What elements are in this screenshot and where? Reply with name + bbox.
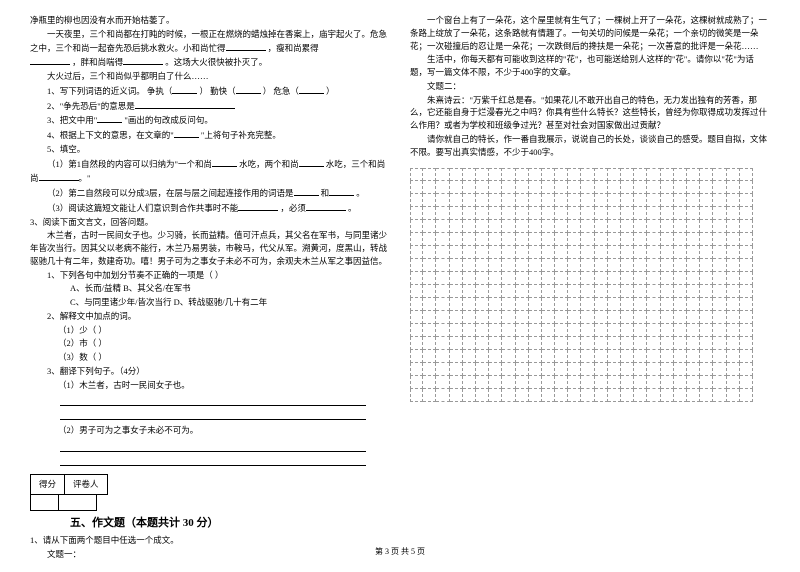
text: "画出的句改成反问句。	[124, 115, 212, 125]
blank-field[interactable]	[212, 157, 237, 167]
text: 。"	[79, 173, 91, 183]
text: 和	[321, 188, 330, 198]
question-5-1: （1）第1自然段的内容可以归纳为"一个和尚 水吃，两个和尚 水吃，三个和尚	[30, 157, 390, 171]
left-column: 净瓶里的柳也因没有水而开始枯萎了。 一天夜里，三个和尚都在打盹的时候，一根正在燃…	[30, 14, 390, 562]
right-column: 一个窗台上有了一朵花，这个屋里就有生气了；一棵树上开了一朵花，这棵树就成熟了；一…	[410, 14, 770, 562]
text: 4、根据上下文的意思，在文章的"	[47, 130, 174, 140]
text: 净瓶里的柳也因没有水而开始枯萎了。	[30, 14, 390, 27]
score-table: 得分 评卷人	[30, 474, 390, 495]
text: ，必须	[280, 203, 306, 213]
question-5: 5、填空。	[30, 143, 390, 156]
blank-field[interactable]	[299, 157, 324, 167]
text: 一天夜里，三个和尚都在打盹的时候，一根正在燃烧的蜡烛掉在香案上，庙宇起火了。危急…	[30, 28, 390, 55]
score-label: 得分	[30, 474, 65, 495]
score-value-cell[interactable]	[30, 495, 59, 511]
page-footer: 第 3 页 共 5 页	[0, 546, 800, 557]
topic-2-label: 文题二：	[410, 80, 770, 93]
text: ）	[326, 86, 335, 96]
sub-2-3: （3）数（ ）	[58, 351, 390, 364]
blank-field[interactable]	[226, 41, 266, 51]
topic-2-req: 请你就自己的特长，作一番自我展示，说说自己的长处，谈谈自己的感受。题目自拟，文体…	[410, 133, 770, 159]
grader-value-cell[interactable]	[59, 495, 97, 511]
text: （3）阅读这篇短文能让人们意识到合作共事时不能	[47, 203, 238, 213]
blank-field[interactable]	[135, 99, 235, 109]
blank-field[interactable]	[39, 171, 79, 181]
text: 2、"争先恐后"的意思是	[47, 101, 135, 111]
mulan-passage: 木兰者，古时一民间女子也。少习骑，长而益精。值可汗点兵，其父名在军书，与同里诸少…	[30, 229, 390, 267]
sub-question-3: 3、翻译下列句子。（4分）	[30, 365, 390, 378]
blank-field[interactable]	[306, 201, 346, 211]
text: 水吃，两个和尚	[239, 159, 299, 169]
writing-grid[interactable]	[410, 168, 770, 402]
blank-field[interactable]	[174, 128, 199, 138]
question-5-3: （3）阅读这篇短文能让人们意识到合作共事时不能 ，必须 。	[30, 201, 390, 215]
score-empty-row	[30, 495, 390, 511]
text: （2）第二自然段可以分成3层，在层与层之间起连接作用的词语是	[47, 188, 294, 198]
question-1: 1、写下列词语的近义词。 争执（ ） 勤快（ ） 危急（ ）	[30, 84, 390, 98]
question-3-main: 3、阅读下面文言文，回答问题。	[30, 216, 390, 229]
option-cd: C、与同里诸少年/皆次当行 D、转战驱驰/几十有二年	[70, 296, 390, 309]
text: ，瘦和尚累得	[268, 43, 319, 53]
text: 一天夜里，三个和尚都在打盹的时候，一根正在燃烧的蜡烛掉在香案上，庙宇起火了。危急…	[30, 29, 387, 53]
blank-field[interactable]	[238, 201, 278, 211]
question-5-2: （2）第二自然段可以分成3层，在层与层之间起连接作用的词语是 和 。	[30, 186, 390, 200]
text: ，胖和尚喘得 。这场大火很快被扑灭了。	[30, 55, 390, 69]
text: ） 危急（	[263, 86, 299, 96]
blank-field[interactable]	[97, 113, 122, 123]
text: 。	[348, 203, 357, 213]
text: 3、把文中用"	[47, 115, 97, 125]
blank-field[interactable]	[123, 55, 163, 65]
sub-2-2: （2）市（ ）	[58, 337, 390, 350]
text: 。	[356, 188, 365, 198]
sub-question-2: 2、解释文中加点的词。	[30, 310, 390, 323]
question-4: 4、根据上下文的意思，在文章的" "上将句子补充完整。	[30, 128, 390, 142]
sub-3-2: （2）男子可为之事女子未必不可为。	[58, 424, 390, 437]
blank-field[interactable]	[329, 186, 354, 196]
text: ，胖和尚喘得	[72, 57, 123, 67]
blank-field[interactable]	[299, 84, 324, 94]
sub-question-1: 1、下列各句中加划分节奏不正确的一项是（ ）	[30, 269, 390, 282]
question-2: 2、"争先恐后"的意思是	[30, 99, 390, 113]
blank-field[interactable]	[236, 84, 261, 94]
topic-1-text: 一个窗台上有了一朵花，这个屋里就有生气了；一棵树上开了一朵花，这棵树就成熟了；一…	[410, 14, 770, 52]
option-ab: A、长而/益精 B、其父名/在军书	[70, 282, 390, 295]
blank-field[interactable]	[30, 55, 70, 65]
answer-line[interactable]	[60, 392, 366, 406]
text: 大火过后，三个和尚似乎都明白了什么……	[30, 70, 390, 83]
blank-field[interactable]	[294, 186, 319, 196]
text: ） 勤快（	[200, 86, 236, 96]
sub-2-1: （1）少（ ）	[58, 324, 390, 337]
answer-line[interactable]	[60, 406, 366, 420]
question-3: 3、把文中用" "画出的句改成反问句。	[30, 113, 390, 127]
text: 水吃，三个和尚	[326, 159, 386, 169]
topic-1-req: 生活中，你每天都有可能收到这样的"花"，也可能送给别人这样的"花"。请你以"花"…	[410, 53, 770, 79]
text: 尚。"	[30, 171, 390, 185]
topic-2-text: 朱熹诗云："万紫千红总是春。"如果花儿不敢开出自己的特色，无力发出独有的芳香，那…	[410, 94, 770, 132]
text: 1、写下列词语的近义词。 争执（	[47, 86, 172, 96]
section-5-title: 五、作文题（本题共计 30 分）	[70, 515, 390, 532]
text: 。这场大火很快被扑灭了。	[165, 57, 267, 67]
answer-line[interactable]	[60, 452, 366, 466]
grader-label: 评卷人	[65, 474, 108, 495]
sub-3-1: （1）木兰者，古时一民间女子也。	[58, 379, 390, 392]
text: （1）第1自然段的内容可以归纳为"一个和尚	[47, 159, 212, 169]
blank-field[interactable]	[172, 84, 197, 94]
text: "上将句子补充完整。	[201, 130, 281, 140]
answer-line[interactable]	[60, 438, 366, 452]
